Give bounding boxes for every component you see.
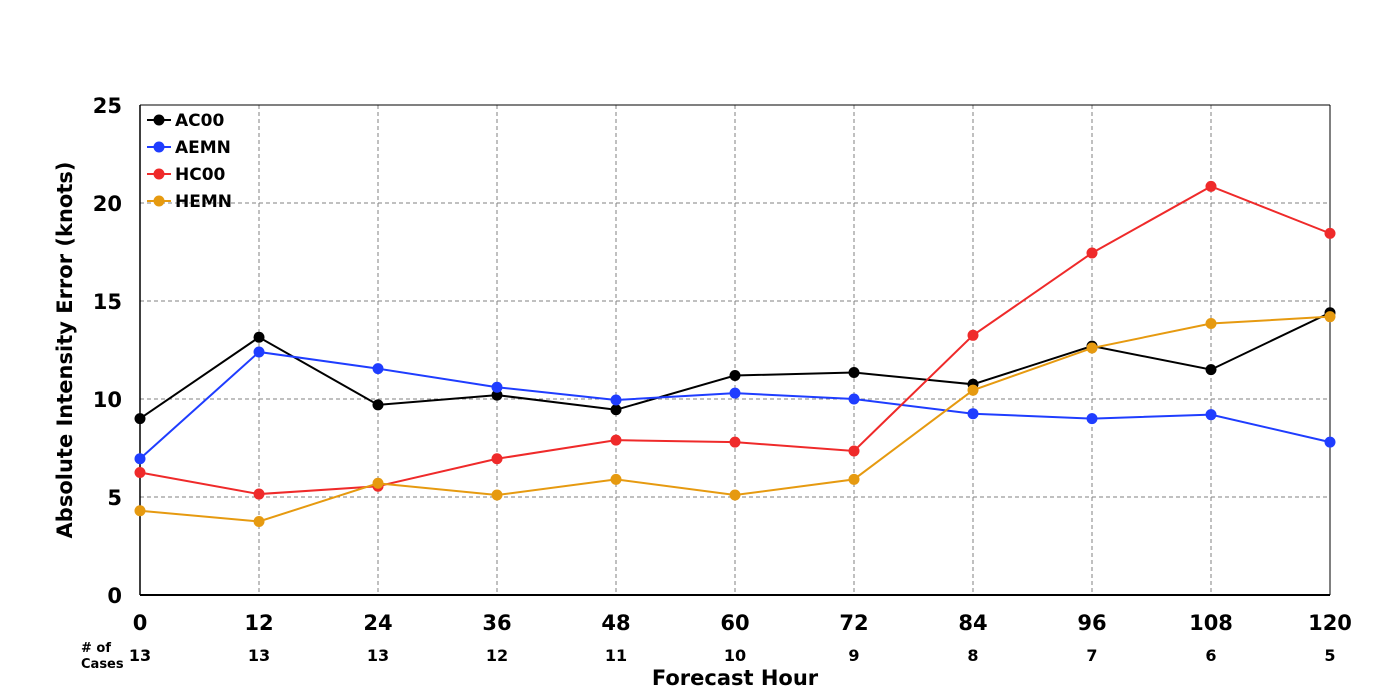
x-tick-label: 24: [363, 611, 392, 635]
data-point-hc00: [253, 488, 265, 500]
series-layer: [134, 180, 1336, 527]
case-count-label: 8: [967, 646, 978, 665]
data-point-aemn: [1205, 409, 1217, 421]
case-count-label: 6: [1205, 646, 1216, 665]
data-point-hc00: [848, 445, 860, 457]
x-tick-label: 108: [1189, 611, 1233, 635]
x-tick-label: 60: [720, 611, 749, 635]
case-count-label: 13: [129, 646, 151, 665]
data-point-ac00: [1205, 364, 1217, 376]
data-point-hc00: [967, 329, 979, 341]
data-point-ac00: [729, 369, 741, 381]
y-tick-label: 20: [93, 192, 122, 216]
data-point-ac00: [848, 367, 860, 379]
axes-layer: [139, 104, 1331, 596]
legend-marker-ac00: [153, 114, 165, 126]
y-tick-label: 10: [93, 388, 122, 412]
x-tick-label: 0: [133, 611, 148, 635]
data-point-hc00: [610, 434, 622, 446]
data-point-hc00: [134, 467, 146, 478]
x-axis-title: Forecast Hour: [652, 666, 819, 690]
cases-title-line1: # of: [81, 641, 111, 656]
cases-title-line2: Cases: [81, 657, 124, 672]
x-tick-label: 120: [1308, 611, 1352, 635]
legend: AC00 AEMN HC00 HEMN: [147, 111, 232, 212]
data-point-hemn: [1324, 311, 1336, 323]
legend-label-hc00: HC00: [175, 165, 226, 185]
data-point-hemn: [491, 489, 503, 501]
legend-label-aemn: AEMN: [175, 138, 231, 158]
data-point-aemn: [610, 394, 622, 406]
x-tick-label: 12: [244, 611, 273, 635]
x-tick-label: 84: [958, 611, 987, 635]
grid-layer: [140, 105, 1330, 595]
y-tick-label: 15: [93, 290, 122, 314]
data-point-hc00: [1324, 227, 1336, 239]
data-point-hc00: [491, 453, 503, 465]
legend-marker-aemn: [153, 141, 165, 153]
data-point-aemn: [491, 381, 503, 393]
data-point-hc00: [729, 436, 741, 448]
data-point-aemn: [729, 387, 741, 399]
data-point-hemn: [253, 516, 265, 527]
case-count-label: 5: [1324, 646, 1335, 665]
data-point-aemn: [967, 408, 979, 420]
data-point-hemn: [967, 384, 979, 396]
data-point-ac00: [253, 331, 265, 343]
case-count-label: 13: [248, 646, 270, 665]
legend-marker-hc00: [153, 168, 165, 180]
x-tick-label: 96: [1077, 611, 1106, 635]
case-count-label: 11: [605, 646, 627, 665]
data-point-aemn: [1324, 436, 1336, 448]
case-count-label: 13: [367, 646, 389, 665]
case-count-label: 12: [486, 646, 508, 665]
data-point-ac00: [491, 389, 503, 401]
data-point-aemn: [1086, 413, 1098, 425]
data-point-aemn: [848, 393, 860, 405]
x-tick-label: 72: [839, 611, 868, 635]
data-point-hemn: [610, 473, 622, 485]
legend-marker-hemn: [153, 195, 165, 207]
data-point-hemn: [372, 477, 384, 489]
data-point-ac00: [610, 404, 622, 416]
legend-label-ac00: AC00: [175, 111, 224, 131]
y-tick-label: 5: [107, 486, 122, 510]
data-point-ac00: [134, 413, 146, 425]
tick-layer: 0 5 10 15 20 25 0 13 12 13 24 13 36 12 48 11 60 10 72 9 84 8 9…: [93, 94, 1352, 665]
data-point-aemn: [134, 453, 146, 465]
data-point-ac00: [372, 399, 384, 411]
legend-label-hemn: HEMN: [175, 192, 232, 212]
data-point-hc00: [1205, 180, 1217, 192]
data-point-aemn: [253, 346, 265, 358]
data-point-hemn: [729, 489, 741, 501]
data-point-hemn: [1205, 318, 1217, 330]
data-point-hemn: [848, 473, 860, 485]
data-point-hc00: [1086, 247, 1098, 259]
y-tick-label: 25: [93, 94, 122, 118]
y-axis-title: Absolute Intensity Error (knots): [53, 162, 77, 539]
x-tick-label: 48: [601, 611, 630, 635]
case-count-label: 10: [724, 646, 746, 665]
data-point-hemn: [1086, 342, 1098, 354]
y-tick-label: 0: [107, 584, 122, 608]
case-count-label: 9: [848, 646, 859, 665]
x-tick-label: 36: [482, 611, 511, 635]
case-count-label: 7: [1086, 646, 1097, 665]
data-point-aemn: [372, 363, 384, 375]
data-point-hemn: [134, 505, 146, 517]
